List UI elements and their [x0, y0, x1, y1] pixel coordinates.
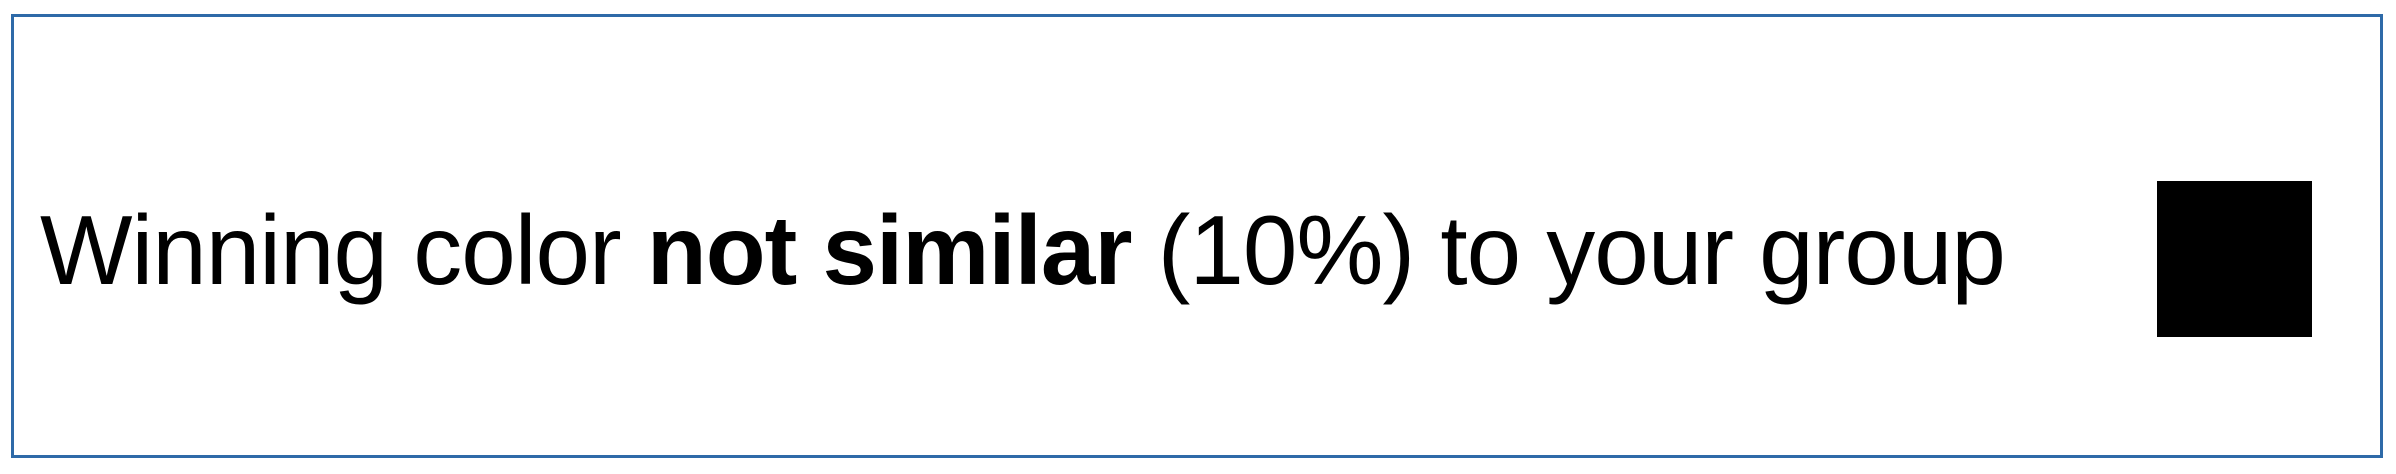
message-emphasis: not similar [646, 195, 1133, 305]
result-message: Winning color not similar (10%) to your … [40, 180, 2006, 320]
message-frame: Winning color not similar (10%) to your … [11, 14, 2383, 458]
message-text-part1: Winning color [40, 195, 647, 305]
color-swatch [2157, 181, 2312, 337]
message-text-part2: (10%) to your group [1131, 195, 2006, 305]
